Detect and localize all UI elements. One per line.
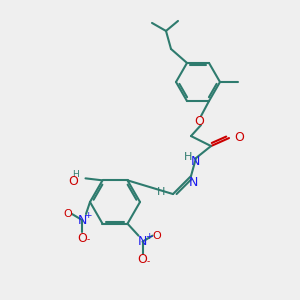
Text: +: + bbox=[145, 232, 152, 241]
Text: -: - bbox=[86, 236, 90, 244]
Text: O: O bbox=[77, 232, 87, 244]
Text: N: N bbox=[190, 154, 200, 168]
Text: -: - bbox=[147, 257, 150, 266]
Text: O: O bbox=[194, 115, 204, 128]
Text: H: H bbox=[157, 187, 165, 197]
Text: O: O bbox=[69, 175, 79, 188]
Text: H: H bbox=[184, 152, 192, 162]
Text: +: + bbox=[84, 211, 92, 220]
Text: O: O bbox=[234, 130, 244, 144]
Text: O: O bbox=[138, 253, 147, 266]
Text: O: O bbox=[64, 209, 72, 219]
Text: N: N bbox=[138, 235, 147, 248]
Text: N: N bbox=[188, 176, 198, 189]
Text: N: N bbox=[77, 214, 87, 226]
Text: O: O bbox=[152, 231, 161, 241]
Text: H: H bbox=[72, 170, 79, 179]
